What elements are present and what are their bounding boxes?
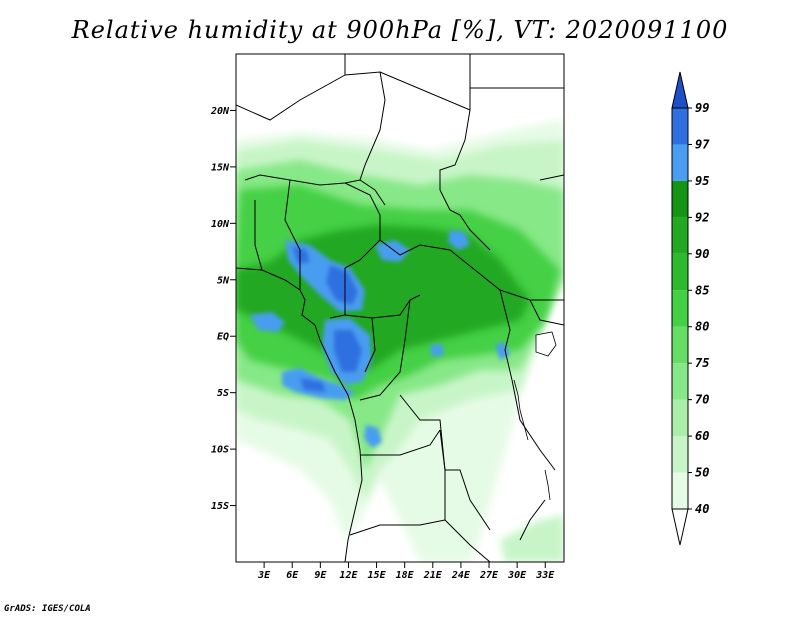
x-axis: 3E 6E 9E 12E 15E 18E 21E 24E 27E 30E 33E: [257, 562, 555, 581]
colorbar-cap-bottom: [671, 508, 689, 546]
lake-malawi: [544, 469, 551, 501]
colorbar-label: 50: [695, 466, 709, 480]
plot-frame: [235, 53, 565, 563]
y-tick-label: 20N: [210, 106, 230, 117]
colorbar-segment: [672, 253, 688, 291]
lake-tanganyika: [513, 379, 529, 441]
lake-victoria: [535, 331, 557, 357]
y-axis: 20N 15N 10N 5N EQ 5S 10S 15S: [210, 106, 236, 512]
colorbar-segment: [672, 399, 688, 437]
coastline: [236, 267, 363, 562]
x-tick-label: 18E: [396, 570, 415, 581]
colorbar-label: 90: [695, 247, 709, 261]
x-tick-label: 30E: [507, 570, 527, 581]
y-tick-label: 10S: [211, 445, 229, 456]
colorbar-label: 85: [695, 283, 709, 297]
y-tick-label: 15S: [211, 501, 229, 512]
x-tick-label: 27E: [479, 570, 499, 581]
colorbar-label: 75: [695, 356, 709, 370]
colorbar: 40 50 60 70 75 80 85 90 92 95 97 99: [671, 71, 710, 546]
grads-credit: GrADS: IGES/COLA: [4, 604, 91, 614]
colorbar-frame: [671, 107, 689, 510]
colorbar-segment: [672, 326, 688, 364]
humidity-zone-60-south: [500, 515, 564, 562]
colorbar-segment: [672, 472, 688, 509]
humidity-field: [236, 120, 564, 562]
colorbar-segment: [672, 144, 688, 181]
colorbar-label: 92: [695, 210, 709, 224]
x-tick-label: 3E: [257, 570, 271, 581]
colorbar-segment: [672, 180, 688, 218]
colorbar-label: 60: [695, 429, 709, 443]
colorbar-segment: [672, 436, 688, 473]
x-tick-label: 33E: [535, 570, 555, 581]
colorbar-label: 97: [695, 137, 710, 151]
colorbar-label: 40: [695, 502, 709, 516]
y-tick-label: 10N: [211, 219, 230, 230]
x-tick-label: 12E: [339, 570, 358, 581]
colorbar-segment: [672, 290, 688, 327]
y-tick-label: 15N: [211, 162, 230, 173]
colorbar-cap-top: [671, 71, 689, 109]
y-tick-label: EQ: [217, 332, 229, 343]
colorbar-label: 95: [695, 174, 709, 188]
colorbar-label: 80: [695, 320, 709, 334]
x-tick-label: 24E: [451, 570, 471, 581]
x-tick-label: 9E: [314, 570, 327, 581]
colorbar-segment: [672, 217, 688, 254]
x-tick-label: 15E: [368, 570, 387, 581]
y-tick-label: 5N: [217, 275, 230, 286]
country-borders: [236, 54, 564, 562]
colorbar-segment: [672, 363, 688, 400]
colorbar-segment: [672, 108, 688, 145]
y-tick-label: 5S: [217, 388, 229, 399]
x-tick-label: 21E: [423, 570, 443, 581]
colorbar-label: 99: [695, 101, 709, 115]
x-tick-label: 6E: [286, 570, 299, 581]
humidity-zone-99: [292, 246, 362, 392]
map-title: Relative humidity at 900hPa [%], VT: 202…: [71, 16, 729, 44]
colorbar-label: 70: [695, 393, 709, 407]
